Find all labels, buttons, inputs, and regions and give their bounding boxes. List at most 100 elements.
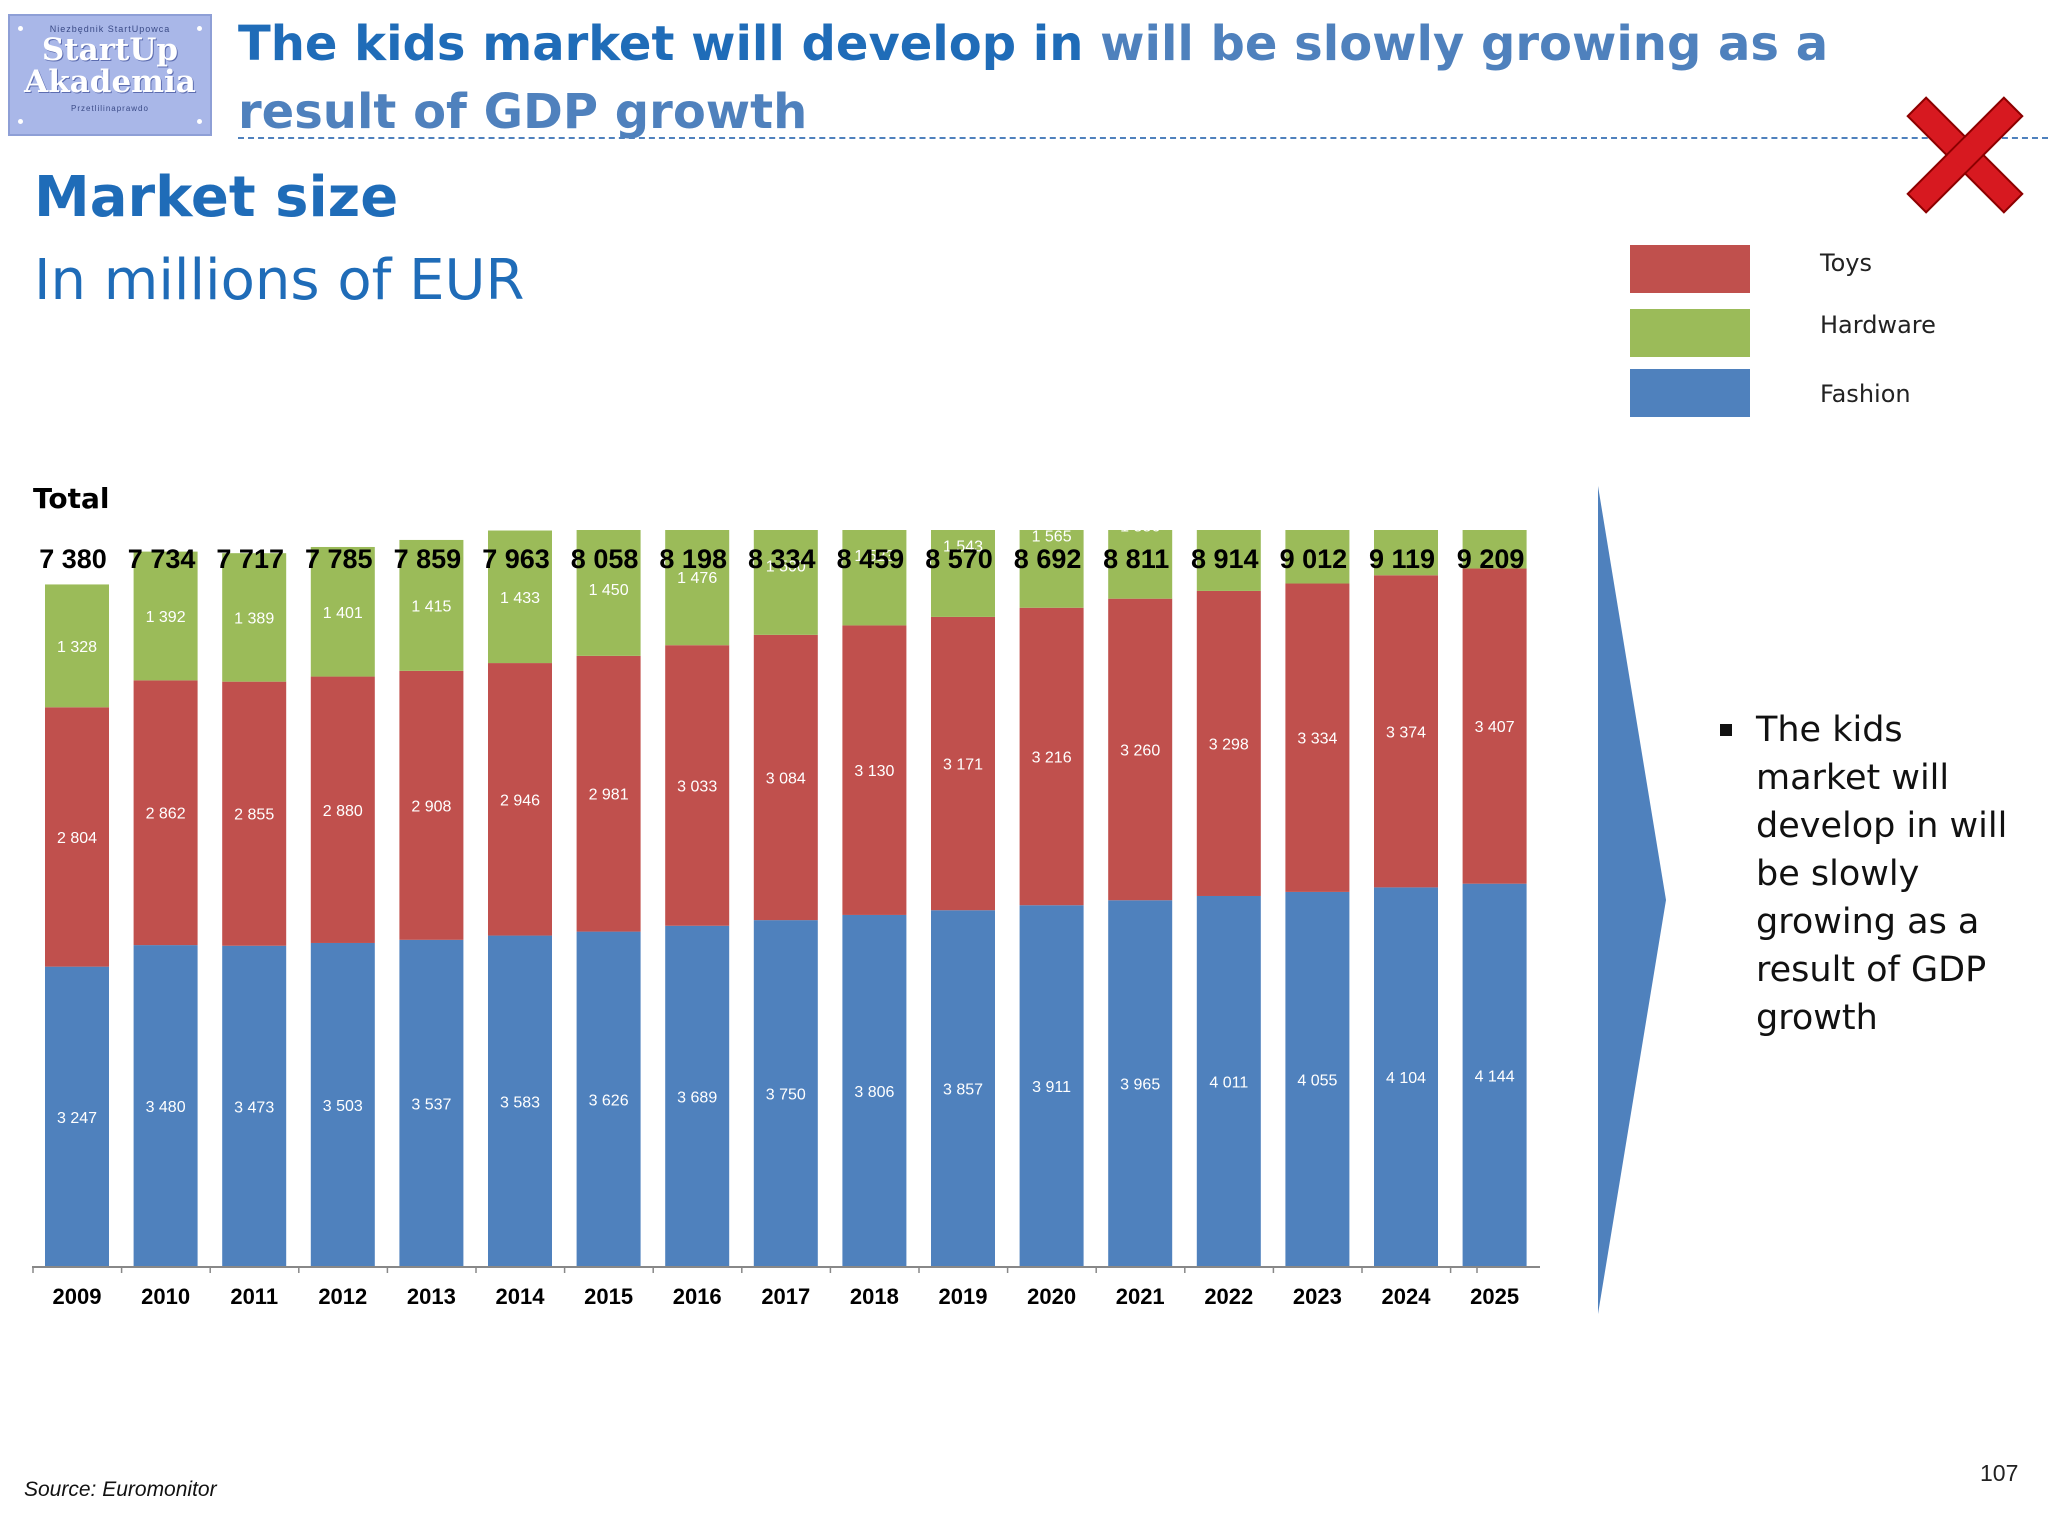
bar-hardware [1462,530,1527,569]
total-value-label: 9 119 [1369,544,1435,574]
total-label: Total [33,482,110,515]
x-tick-label: 2012 [318,1284,367,1309]
logo-top-text: Niezbędnik StartUpowca [49,24,171,34]
data-label-toys: 2 804 [57,830,97,847]
x-tick-label: 2013 [407,1284,456,1309]
total-value-label: 9 012 [1280,544,1348,574]
logo-line1: StartUp [41,32,179,68]
total-value-label: 7 717 [216,544,284,574]
bar-toys [665,645,730,926]
bar-hardware [931,530,995,617]
bar-hardware [488,530,552,664]
total-value-label: 7 963 [482,544,550,574]
legend-label-toys: Toys [1820,249,1872,277]
bar-fashion [931,910,995,1267]
data-label-fashion: 3 750 [766,1087,806,1104]
bar-toys [576,655,641,932]
data-label-toys: 3 084 [766,770,806,787]
total-value-label: 8 198 [659,544,727,574]
bar-fashion [1196,895,1261,1267]
data-label-toys: 3 407 [1475,719,1515,736]
bar-toys [1019,607,1084,906]
bar-toys [842,625,907,915]
data-label-fashion: 3 857 [943,1082,983,1099]
x-tick-label: 2015 [584,1284,633,1309]
bar-toys [222,681,287,946]
total-value-label: 8 334 [748,544,816,574]
bar-hardware [45,584,109,708]
x-tick-label: 2023 [1293,1284,1342,1309]
bar-toys [1196,590,1261,896]
bar-fashion [1285,891,1350,1267]
data-label-fashion: 3 806 [854,1084,894,1101]
bar-hardware [753,530,818,635]
x-tick-label: 2019 [939,1284,988,1309]
bar-hardware [665,530,730,646]
bar-hardware [133,551,198,681]
source-note: Source: Euromonitor [24,1478,217,1501]
bar-fashion [488,935,552,1267]
bar-fashion [1374,887,1438,1267]
x-tick-label: 2024 [1382,1284,1432,1309]
x-tick-label: 2016 [673,1284,722,1309]
data-label-toys: 2 880 [323,803,363,820]
data-label-toys: 3 216 [1032,749,1072,766]
data-label-toys: 2 946 [500,792,540,809]
data-label-hardware: 1 328 [57,639,97,656]
data-label-hardware: 1 450 [589,582,629,599]
market-size-subtitle: In millions of EUR [34,248,525,313]
data-label-hardware: 1 392 [146,609,186,626]
page-number: 107 [1980,1460,2019,1486]
bar-fashion [1108,900,1173,1267]
data-label-fashion: 3 689 [677,1089,717,1106]
bar-hardware [1108,530,1173,599]
market-size-chart: 3 247 2 804 1 328 2009 7 380 3 480 2 862 1 392 2… [32,530,1540,1309]
logo-dot [18,26,23,31]
data-label-fashion: 3 247 [57,1110,97,1127]
x-tick-label: 2009 [53,1284,102,1309]
data-label-toys: 2 908 [411,798,451,815]
total-value-label: 9 209 [1457,544,1525,574]
bar-hardware [1374,530,1438,576]
legend-swatch-toys [1630,245,1750,293]
total-value-label: 7 380 [39,544,107,574]
bar-hardware [842,530,907,626]
bar-toys [1462,568,1527,884]
bar-toys [1108,598,1173,901]
total-value-label: 8 811 [1103,544,1169,574]
bar-toys [931,616,995,911]
bar-hardware [1019,530,1084,608]
bar-hardware [399,539,464,671]
data-label-fashion: 3 911 [1032,1079,1071,1096]
right-arrow-shape [1598,486,1666,1314]
legend-swatch-fashion [1630,369,1750,417]
logo-line2: Akademia [24,64,196,100]
bar-toys [1285,583,1350,892]
data-label-toys: 3 130 [854,763,894,780]
legend-swatch-hardware [1630,309,1750,357]
data-label-fashion: 3 473 [234,1099,274,1116]
total-value-label: 8 570 [925,544,993,574]
bar-toys [310,676,375,943]
data-label-fashion: 4 104 [1386,1070,1426,1087]
x-tick-label: 2021 [1116,1284,1165,1309]
bar-toys [1374,575,1438,888]
bar-fashion [222,945,287,1267]
logo-bottom-text: Przetlilinaprawdo [71,104,149,113]
data-label-fashion: 3 503 [323,1098,363,1115]
legend-label-hardware: Hardware [1820,311,1936,339]
header-divider [238,137,2048,139]
data-label-hardware: 1 476 [677,570,717,587]
data-label-hardware: 1 565 [1032,530,1072,545]
bar-toys [488,663,552,936]
bar-fashion [1462,883,1527,1267]
data-label-toys: 2 981 [589,787,629,804]
bar-fashion [665,925,730,1267]
x-tick-label: 2022 [1204,1284,1253,1309]
total-value-label: 8 692 [1014,544,1082,574]
x-tick-label: 2014 [496,1284,546,1309]
headline-part2: will be slowly growing as a result of GD… [238,16,1829,140]
bar-toys [133,680,198,946]
bar-fashion [45,966,109,1267]
bar-hardware [1196,530,1261,591]
